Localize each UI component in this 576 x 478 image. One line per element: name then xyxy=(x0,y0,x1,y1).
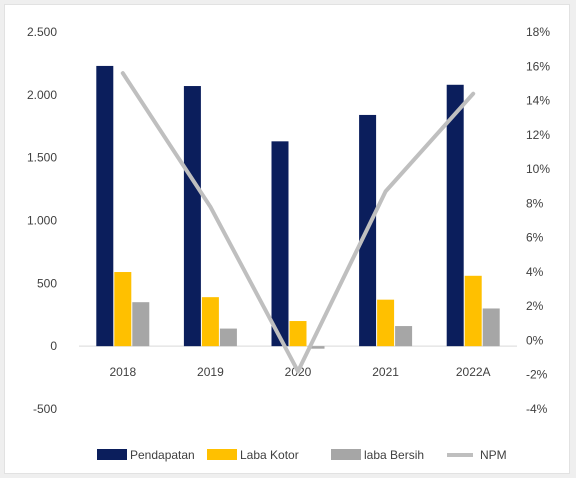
right-axis-tick-label: -4% xyxy=(526,402,548,416)
bar-laba-bersih xyxy=(482,308,500,347)
bar-pendapatan xyxy=(271,141,289,347)
category-label: 2019 xyxy=(197,365,224,379)
bar-laba-bersih xyxy=(219,328,237,347)
bar-laba-kotor xyxy=(289,321,307,347)
right-axis-tick-label: 18% xyxy=(526,25,550,39)
combo-chart: -500 0 500 1.000 1.500 2.000 2.500 -4% -2% 0% 2% 4%… xyxy=(27,25,550,462)
right-axis-tick-label: 6% xyxy=(526,231,544,245)
bar-laba-kotor xyxy=(114,272,132,347)
left-axis-tick-label: -500 xyxy=(33,402,57,416)
legend-swatch-pendapatan xyxy=(97,449,127,460)
legend-label: Laba Kotor xyxy=(240,448,299,462)
right-axis-tick-label: 12% xyxy=(526,128,550,142)
bar-pendapatan xyxy=(446,84,464,347)
bar-laba-bersih xyxy=(395,326,413,347)
bar-laba-kotor xyxy=(464,275,482,347)
right-axis-tick-label: 16% xyxy=(526,59,550,73)
bar-pendapatan xyxy=(183,86,201,347)
right-axis-tick-label: 8% xyxy=(526,196,544,210)
line-npm xyxy=(120,71,476,374)
right-axis-tick-label: 2% xyxy=(526,299,544,313)
bar-laba-kotor xyxy=(377,299,395,347)
right-axis-tick-label: 14% xyxy=(526,94,550,108)
legend-label: laba Bersih xyxy=(364,448,424,462)
left-axis-tick-label: 1.500 xyxy=(27,151,57,165)
bar-laba-kotor xyxy=(201,297,219,347)
category-label: 2018 xyxy=(109,365,136,379)
left-axis-tick-label: 0 xyxy=(50,339,57,353)
legend-label: Pendapatan xyxy=(130,448,195,462)
right-axis-tick-label: 4% xyxy=(526,265,544,279)
left-axis-tick-label: 1.000 xyxy=(27,214,57,228)
legend-label: NPM xyxy=(480,448,507,462)
category-label: 2021 xyxy=(372,365,399,379)
left-axis-tick-label: 2.500 xyxy=(27,25,57,39)
category-label: 2022A xyxy=(456,365,491,379)
bar-laba-bersih xyxy=(132,302,150,347)
right-axis-tick-label: 0% xyxy=(526,333,544,347)
legend-swatch-laba-kotor xyxy=(207,449,237,460)
bar-pendapatan xyxy=(96,65,114,347)
bar-laba-bersih xyxy=(307,346,325,349)
right-axis-tick-label: 10% xyxy=(526,162,550,176)
left-axis-tick-label: 2.000 xyxy=(27,88,57,102)
left-axis-tick-label: 500 xyxy=(37,276,57,290)
legend-swatch-laba-bersih xyxy=(331,449,361,460)
right-axis-tick-label: -2% xyxy=(526,368,548,382)
chart-frame: -500 0 500 1.000 1.500 2.000 2.500 -4% -2% 0% 2% 4%… xyxy=(4,4,570,474)
